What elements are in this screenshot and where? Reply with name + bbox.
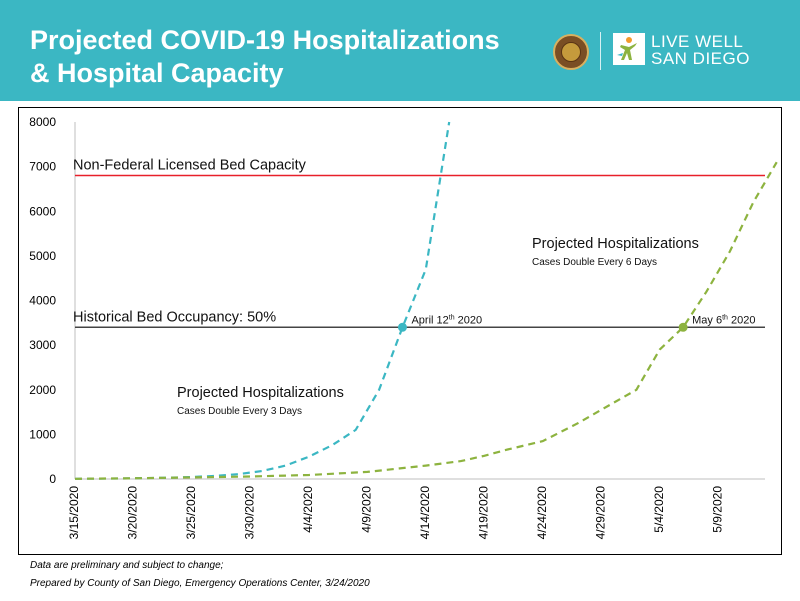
series-label-title: Projected Hospitalizations bbox=[177, 385, 344, 401]
footer-note: Data are preliminary and subject to chan… bbox=[30, 560, 224, 571]
chart-frame: 0 1000 2000 3000 4000 5000 6000 7000 8000 3/15/20… bbox=[18, 107, 782, 555]
y-tick-label: 5000 bbox=[29, 249, 56, 263]
x-tick-label: 4/14/2020 bbox=[418, 486, 432, 540]
x-tick-label: 4/29/2020 bbox=[593, 486, 607, 540]
title-line-2: & Hospital Capacity bbox=[30, 58, 284, 88]
live-well-logo-text: LIVE WELL SAN DIEGO bbox=[651, 33, 750, 67]
x-tick-label: 4/19/2020 bbox=[476, 486, 490, 540]
intersection-date-year: 2020 bbox=[455, 314, 483, 326]
live-well-figure-icon bbox=[613, 33, 645, 65]
intersection-date-label: April 12th 2020 bbox=[411, 314, 482, 326]
y-tick-label: 4000 bbox=[29, 294, 56, 308]
y-tick-label: 1000 bbox=[29, 427, 56, 441]
header-banner: Projected COVID-19 Hospitalizations & Ho… bbox=[0, 0, 800, 101]
intersection-date-suffix: th bbox=[449, 314, 455, 321]
logo-line-1: LIVE WELL bbox=[651, 32, 744, 51]
x-tick-label: 4/24/2020 bbox=[535, 486, 549, 540]
y-tick-label: 8000 bbox=[29, 115, 56, 129]
intersection-date-text: April 12 bbox=[411, 314, 448, 326]
x-tick-label: 5/4/2020 bbox=[652, 486, 666, 533]
series-label-title: Projected Hospitalizations bbox=[532, 236, 699, 252]
x-tick-label: 3/15/2020 bbox=[67, 486, 81, 540]
intersection-date-suffix: th bbox=[722, 314, 728, 321]
hospitalization-chart: 0 1000 2000 3000 4000 5000 6000 7000 8000 3/15/20… bbox=[29, 115, 778, 540]
y-tick-label: 7000 bbox=[29, 160, 56, 174]
x-tick-label: 5/9/2020 bbox=[710, 486, 724, 533]
x-tick-label: 4/9/2020 bbox=[360, 486, 374, 533]
reference-line-label: Non-Federal Licensed Bed Capacity bbox=[73, 158, 307, 174]
y-tick-label: 3000 bbox=[29, 338, 56, 352]
x-tick-label: 3/20/2020 bbox=[126, 486, 140, 540]
y-tick-label: 2000 bbox=[29, 383, 56, 397]
county-seal-icon bbox=[553, 34, 589, 70]
intersection-marker bbox=[397, 322, 407, 332]
y-tick-label: 6000 bbox=[29, 204, 56, 218]
x-tick-label: 4/4/2020 bbox=[301, 486, 315, 533]
footer-credit: Prepared by County of San Diego, Emergen… bbox=[30, 578, 370, 589]
live-well-figure-svg bbox=[613, 33, 645, 65]
logo-divider bbox=[600, 32, 601, 70]
title-line-1: Projected COVID-19 Hospitalizations bbox=[30, 25, 500, 55]
intersection-date-text: May 6 bbox=[692, 314, 722, 326]
series-label-subtitle: Cases Double Every 6 Days bbox=[532, 257, 657, 268]
intersection-date-label: May 6th 2020 bbox=[692, 314, 755, 326]
intersection-marker bbox=[678, 322, 688, 332]
page-title: Projected COVID-19 Hospitalizations & Ho… bbox=[30, 24, 550, 90]
intersection-date-year: 2020 bbox=[728, 314, 756, 326]
logo-line-2: SAN DIEGO bbox=[651, 49, 750, 68]
seal-center bbox=[561, 42, 581, 62]
reference-line-label: Historical Bed Occupancy: 50% bbox=[73, 309, 276, 325]
y-tick-label: 0 bbox=[49, 472, 56, 486]
x-tick-label: 3/30/2020 bbox=[243, 486, 257, 540]
series-label-subtitle: Cases Double Every 3 Days bbox=[177, 406, 302, 417]
series-line bbox=[74, 161, 778, 480]
x-tick-label: 3/25/2020 bbox=[184, 486, 198, 540]
